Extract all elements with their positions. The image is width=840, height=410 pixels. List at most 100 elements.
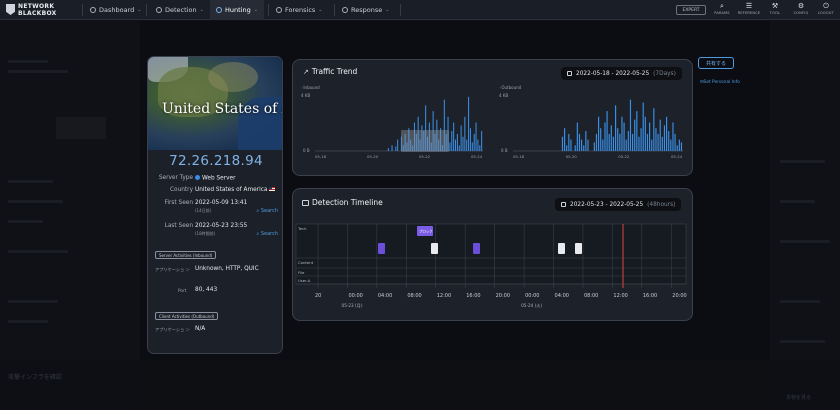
traffic-bar (395, 146, 397, 151)
time-tick-label: 20:00 (496, 293, 510, 299)
response-icon (342, 7, 348, 13)
date-range-suffix: (7Days) (653, 70, 676, 77)
field-label: Server Type (158, 175, 193, 181)
field-value: United States of America (195, 187, 268, 193)
app-logo[interactable]: NETWORK BLACKBOX (6, 3, 66, 18)
traffic-bar (456, 133, 458, 151)
set-personal-info-link[interactable]: ⊟Set Personal Info (700, 80, 740, 85)
chevron-down-icon: ⌄ (385, 7, 390, 13)
map-ocean (238, 97, 282, 150)
tool-button[interactable]: ⚒ TOOL (762, 2, 788, 19)
detection-date-range[interactable]: 2022-05-23 - 2022-05-25 (48hours) (555, 198, 682, 211)
date-label: 05-24 (火) (521, 303, 542, 308)
trend-icon: ↗ (303, 67, 309, 76)
server-ip-address: 72.26.218.94 (169, 153, 263, 169)
bg-line (780, 340, 825, 343)
nav-divider (268, 4, 269, 16)
tool-label: CONFIG (793, 11, 809, 15)
reference-icon: ☰ (745, 2, 753, 10)
logout-button[interactable]: ⏻ LOGOUT (813, 2, 839, 19)
expert-mode-badge[interactable]: EXPERT (676, 5, 706, 15)
time-tick-label: 12:00 (613, 293, 627, 299)
traffic-bar (610, 125, 612, 151)
time-tick-label: 04:00 (555, 293, 569, 299)
traffic-bar (674, 133, 676, 151)
nav-item-response[interactable]: Response ⌄ (336, 0, 395, 20)
client-activities-chip[interactable]: Client Activities (Outbound) (155, 312, 219, 320)
nav-item-detection[interactable]: Detection ⌄ (150, 0, 210, 20)
logo-text-line2: BLACKBOX (18, 10, 57, 17)
traffic-bar (593, 142, 595, 151)
x-tick-label: 05-22 (419, 154, 431, 159)
traffic-bar (642, 102, 644, 151)
bg-right-panel (770, 21, 840, 410)
detection-timeline-chart: Tech Content File User-A 20 00:00 04:00 08:00 12… (295, 223, 687, 309)
nav-item-forensics[interactable]: Forensics ⌄ (270, 0, 329, 20)
traffic-date-range[interactable]: 2022-05-18 - 2022-05-25 (7Days) (561, 67, 682, 80)
nav-divider (334, 4, 335, 16)
tool-label: REFERENCE (737, 11, 761, 15)
last-seen-search-link[interactable]: ⌕ Search (256, 231, 278, 237)
map-country-label: United States of Am (162, 101, 282, 117)
traffic-bar (583, 145, 585, 151)
time-tick-label: 20:00 (672, 293, 686, 299)
brush-selection (401, 130, 449, 152)
field-label: Country (169, 187, 193, 193)
logo-text-line1: NETWORK (18, 3, 55, 10)
country-value: United States of America (195, 187, 276, 193)
traffic-bar (663, 125, 666, 151)
traffic-bar (574, 145, 576, 151)
nav-item-label: Hunting (225, 6, 251, 14)
field-label: Port (178, 288, 187, 293)
traffic-bar (621, 116, 623, 151)
panel-title-text: Detection Timeline (312, 198, 383, 207)
traffic-bar (561, 136, 564, 151)
traffic-bar (595, 133, 598, 151)
bg-footer-text: 攻撃インフラを確認 (8, 374, 62, 381)
traffic-bar (449, 142, 451, 151)
timeline-icon (302, 199, 309, 206)
traffic-bar (632, 133, 634, 151)
event-tag-label: ブロック (419, 229, 433, 234)
traffic-bar (417, 116, 419, 151)
nav-item-hunting[interactable]: Hunting ⌄ (210, 0, 264, 20)
traffic-bar (666, 116, 668, 151)
traffic-bar (443, 99, 445, 151)
traffic-bar (402, 145, 404, 151)
client-application-value: N/A (195, 326, 206, 332)
time-tick-label: 00:00 (525, 293, 539, 299)
traffic-bar (587, 139, 589, 151)
traffic-bar (473, 133, 475, 151)
reference-button[interactable]: ☰ REFERENCE (736, 2, 762, 19)
bg-line (8, 60, 48, 63)
chevron-down-icon: ⌄ (253, 7, 258, 13)
server-activities-chip[interactable]: Server Activities (Inbound) (155, 251, 217, 259)
map-region (208, 62, 258, 92)
timeline-row-label: File (298, 270, 305, 275)
x-tick-label: 05-24 (671, 154, 683, 159)
traffic-bar (651, 139, 653, 151)
detection-timeline-title: Detection Timeline (302, 198, 383, 207)
traffic-bar (436, 119, 438, 151)
traffic-bar (427, 136, 429, 151)
traffic-bar (649, 122, 651, 151)
config-button[interactable]: ⚙ CONFIG (788, 2, 814, 19)
params-button[interactable]: ⌕ PARAMS (709, 2, 735, 19)
traffic-bar (672, 122, 674, 151)
field-value: 2022-05-09 13:41 (195, 200, 248, 206)
bg-line (780, 240, 830, 243)
nav-item-dashboard[interactable]: Dashboard ⌄ (84, 0, 147, 20)
traffic-bar (598, 116, 600, 151)
traffic-bar (670, 139, 672, 151)
traffic-bar (617, 128, 619, 151)
share-button[interactable]: 共有する (698, 57, 734, 69)
bg-line (8, 320, 48, 323)
traffic-bar (464, 116, 466, 151)
traffic-bar (458, 145, 460, 151)
timeline-grid-bg (295, 223, 687, 285)
bg-line (8, 180, 53, 183)
traffic-bar (604, 122, 606, 151)
first-seen-search-link[interactable]: ⌕ Search (256, 208, 278, 214)
globe-icon (195, 175, 200, 180)
y-tick-label: 0 B (303, 148, 310, 153)
